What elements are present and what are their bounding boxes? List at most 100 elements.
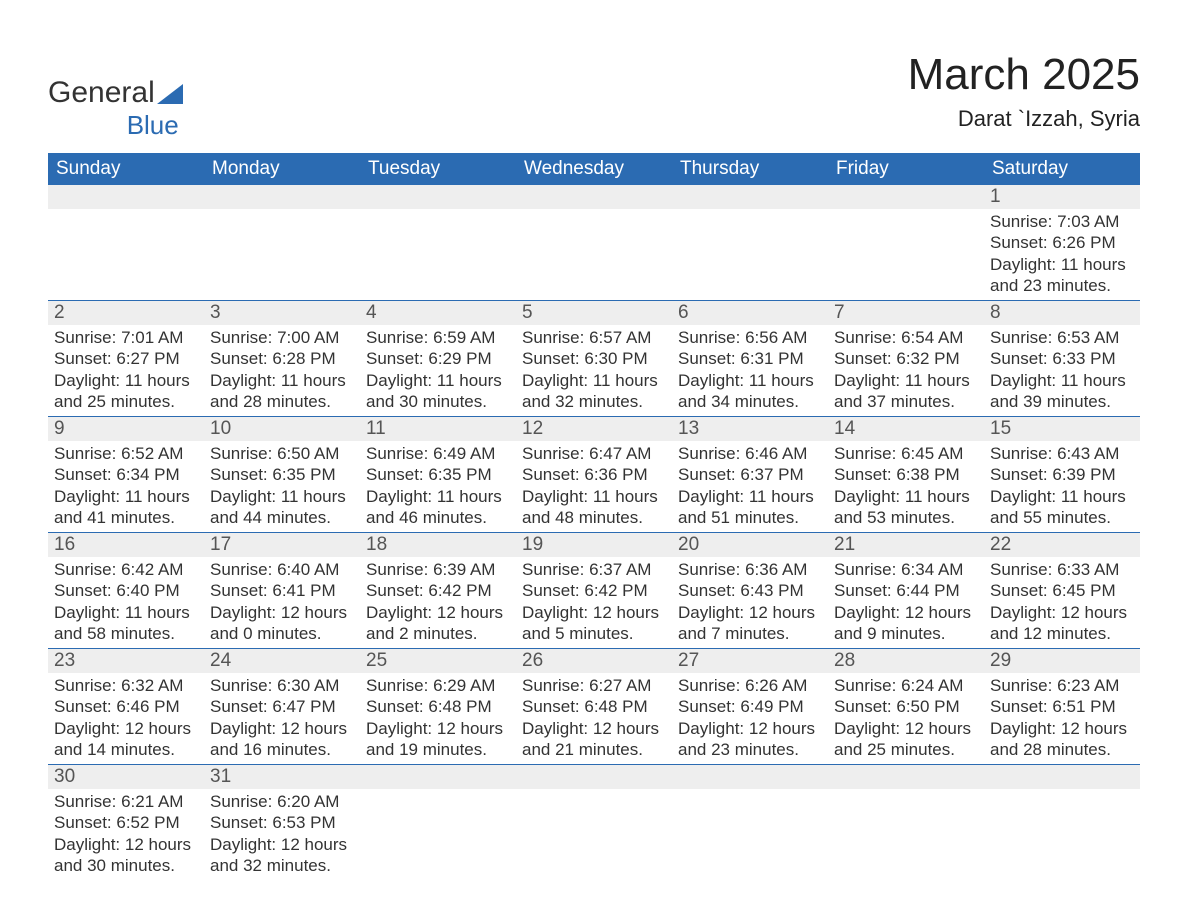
day-detail-line: Sunrise: 6:26 AM xyxy=(678,675,822,696)
day-header: Friday xyxy=(828,153,984,185)
day-detail: Sunrise: 6:53 AMSunset: 6:33 PMDaylight:… xyxy=(984,325,1140,416)
day-detail: Sunrise: 6:40 AMSunset: 6:41 PMDaylight:… xyxy=(204,557,360,648)
day-detail-line: and 44 minutes. xyxy=(210,507,354,528)
day-detail: Sunrise: 7:00 AMSunset: 6:28 PMDaylight:… xyxy=(204,325,360,416)
calendar-week-row: 1Sunrise: 7:03 AMSunset: 6:26 PMDaylight… xyxy=(48,185,1140,301)
day-detail: Sunrise: 6:33 AMSunset: 6:45 PMDaylight:… xyxy=(984,557,1140,648)
calendar-cell: 18Sunrise: 6:39 AMSunset: 6:42 PMDayligh… xyxy=(360,533,516,649)
day-detail: Sunrise: 7:01 AMSunset: 6:27 PMDaylight:… xyxy=(48,325,204,416)
day-detail-line: Sunset: 6:47 PM xyxy=(210,696,354,717)
day-detail-line: Sunrise: 6:43 AM xyxy=(990,443,1134,464)
day-number xyxy=(48,185,204,209)
day-detail-line: Sunrise: 6:59 AM xyxy=(366,327,510,348)
day-detail-line: and 55 minutes. xyxy=(990,507,1134,528)
day-detail-line: Daylight: 12 hours xyxy=(522,602,666,623)
day-detail-line: and 14 minutes. xyxy=(54,739,198,760)
day-number: 23 xyxy=(48,649,204,673)
day-header: Saturday xyxy=(984,153,1140,185)
day-number xyxy=(360,185,516,209)
day-detail-line: Daylight: 12 hours xyxy=(54,718,198,739)
calendar-cell: 25Sunrise: 6:29 AMSunset: 6:48 PMDayligh… xyxy=(360,649,516,765)
day-detail-line: Sunrise: 6:37 AM xyxy=(522,559,666,580)
day-number xyxy=(828,765,984,789)
calendar-page: General Blue March 2025 Darat `Izzah, Sy… xyxy=(0,0,1188,918)
logo-top-row: General xyxy=(48,76,183,110)
day-detail-line: Daylight: 11 hours xyxy=(834,486,978,507)
day-detail-line: and 19 minutes. xyxy=(366,739,510,760)
day-detail-line: Daylight: 12 hours xyxy=(54,834,198,855)
day-detail-line: and 51 minutes. xyxy=(678,507,822,528)
day-number: 20 xyxy=(672,533,828,557)
day-detail-line: and 46 minutes. xyxy=(366,507,510,528)
calendar-cell: 6Sunrise: 6:56 AMSunset: 6:31 PMDaylight… xyxy=(672,301,828,417)
calendar-cell: 26Sunrise: 6:27 AMSunset: 6:48 PMDayligh… xyxy=(516,649,672,765)
day-detail-line: Sunrise: 6:39 AM xyxy=(366,559,510,580)
day-detail-line: Daylight: 11 hours xyxy=(990,486,1134,507)
calendar-cell: 24Sunrise: 6:30 AMSunset: 6:47 PMDayligh… xyxy=(204,649,360,765)
day-number: 29 xyxy=(984,649,1140,673)
day-number: 11 xyxy=(360,417,516,441)
day-detail-line: Sunrise: 6:36 AM xyxy=(678,559,822,580)
day-detail-line: and 53 minutes. xyxy=(834,507,978,528)
day-detail-line: Sunset: 6:44 PM xyxy=(834,580,978,601)
calendar-head: Sunday Monday Tuesday Wednesday Thursday… xyxy=(48,153,1140,185)
day-detail-line: Daylight: 11 hours xyxy=(54,602,198,623)
day-detail-line: and 16 minutes. xyxy=(210,739,354,760)
day-header: Sunday xyxy=(48,153,204,185)
day-number xyxy=(204,185,360,209)
calendar-cell xyxy=(672,185,828,301)
day-number: 27 xyxy=(672,649,828,673)
day-detail-line: Sunrise: 6:53 AM xyxy=(990,327,1134,348)
day-detail-line: and 37 minutes. xyxy=(834,391,978,412)
day-number: 18 xyxy=(360,533,516,557)
day-detail-line: Sunset: 6:46 PM xyxy=(54,696,198,717)
day-detail-line: Daylight: 12 hours xyxy=(990,602,1134,623)
day-detail-line: Sunrise: 6:23 AM xyxy=(990,675,1134,696)
day-header: Monday xyxy=(204,153,360,185)
calendar-cell: 16Sunrise: 6:42 AMSunset: 6:40 PMDayligh… xyxy=(48,533,204,649)
calendar-cell: 8Sunrise: 6:53 AMSunset: 6:33 PMDaylight… xyxy=(984,301,1140,417)
calendar-cell xyxy=(204,185,360,301)
day-number: 7 xyxy=(828,301,984,325)
month-title: March 2025 xyxy=(908,50,1140,100)
calendar-cell: 30Sunrise: 6:21 AMSunset: 6:52 PMDayligh… xyxy=(48,765,204,881)
day-detail-line: Sunrise: 6:32 AM xyxy=(54,675,198,696)
day-detail-line: Daylight: 11 hours xyxy=(210,486,354,507)
day-detail: Sunrise: 6:26 AMSunset: 6:49 PMDaylight:… xyxy=(672,673,828,764)
day-detail: Sunrise: 6:50 AMSunset: 6:35 PMDaylight:… xyxy=(204,441,360,532)
day-detail xyxy=(204,209,360,215)
calendar-cell xyxy=(516,765,672,881)
day-detail-line: Sunset: 6:42 PM xyxy=(522,580,666,601)
day-detail-line: and 7 minutes. xyxy=(678,623,822,644)
day-detail-line: and 28 minutes. xyxy=(990,739,1134,760)
day-detail: Sunrise: 6:37 AMSunset: 6:42 PMDaylight:… xyxy=(516,557,672,648)
calendar-cell xyxy=(516,185,672,301)
day-detail: Sunrise: 7:03 AMSunset: 6:26 PMDaylight:… xyxy=(984,209,1140,300)
calendar-cell: 20Sunrise: 6:36 AMSunset: 6:43 PMDayligh… xyxy=(672,533,828,649)
day-detail-line: and 25 minutes. xyxy=(834,739,978,760)
calendar-cell: 15Sunrise: 6:43 AMSunset: 6:39 PMDayligh… xyxy=(984,417,1140,533)
day-detail xyxy=(48,209,204,215)
day-number xyxy=(516,185,672,209)
day-detail-line: and 30 minutes. xyxy=(366,391,510,412)
calendar-cell: 5Sunrise: 6:57 AMSunset: 6:30 PMDaylight… xyxy=(516,301,672,417)
calendar-week-row: 30Sunrise: 6:21 AMSunset: 6:52 PMDayligh… xyxy=(48,765,1140,881)
day-detail-line: Sunrise: 6:21 AM xyxy=(54,791,198,812)
day-detail: Sunrise: 6:20 AMSunset: 6:53 PMDaylight:… xyxy=(204,789,360,880)
day-detail-line: and 12 minutes. xyxy=(990,623,1134,644)
day-number: 21 xyxy=(828,533,984,557)
calendar-body: 1Sunrise: 7:03 AMSunset: 6:26 PMDaylight… xyxy=(48,185,1140,880)
day-detail-line: Sunrise: 7:01 AM xyxy=(54,327,198,348)
day-number: 26 xyxy=(516,649,672,673)
day-detail: Sunrise: 6:59 AMSunset: 6:29 PMDaylight:… xyxy=(360,325,516,416)
day-number: 17 xyxy=(204,533,360,557)
calendar-week-row: 23Sunrise: 6:32 AMSunset: 6:46 PMDayligh… xyxy=(48,649,1140,765)
day-detail-line: Sunrise: 6:47 AM xyxy=(522,443,666,464)
day-detail-line: Sunrise: 6:46 AM xyxy=(678,443,822,464)
day-number: 22 xyxy=(984,533,1140,557)
day-detail: Sunrise: 6:39 AMSunset: 6:42 PMDaylight:… xyxy=(360,557,516,648)
day-detail-line: and 39 minutes. xyxy=(990,391,1134,412)
day-detail-line: Sunset: 6:32 PM xyxy=(834,348,978,369)
calendar-week-row: 16Sunrise: 6:42 AMSunset: 6:40 PMDayligh… xyxy=(48,533,1140,649)
day-detail-line: Daylight: 11 hours xyxy=(210,370,354,391)
